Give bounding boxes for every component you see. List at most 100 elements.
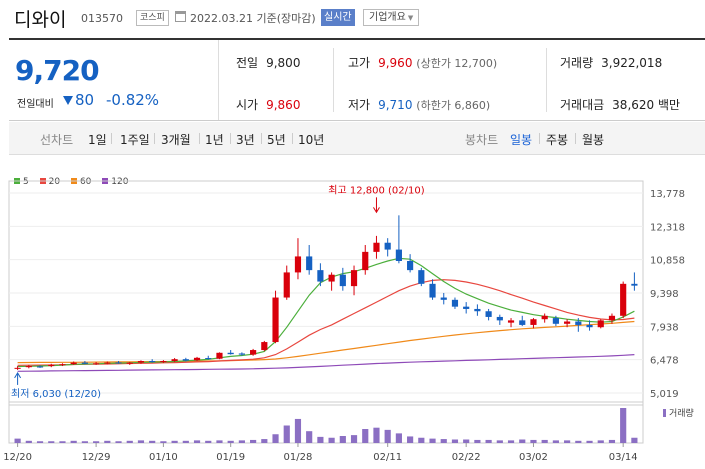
volume-bar (418, 437, 425, 443)
y-tick-label: 10,858 (650, 256, 685, 267)
volume-bar (126, 440, 133, 443)
prev-close-value: 9,800 (266, 56, 301, 70)
candle-body (440, 297, 447, 300)
volume-bar (36, 441, 44, 443)
candle-chart-label: 봉차트 (465, 133, 499, 147)
change-percent: -0.82% (106, 91, 160, 109)
current-price: 9,720 (15, 54, 100, 87)
volume-bar (362, 429, 369, 443)
tab-5y[interactable]: 5년 (267, 133, 286, 147)
candle-body (339, 274, 346, 287)
amount-value: 38,620 백만 (612, 98, 681, 112)
volume-bar (227, 440, 234, 443)
volume-bar (216, 440, 223, 443)
x-tick-label: 03/14 (609, 452, 638, 463)
volume-bar (373, 427, 380, 443)
volume-bar (182, 440, 189, 443)
volume-bar (586, 440, 593, 443)
candle-body (283, 272, 290, 298)
candle-body (48, 364, 55, 367)
x-tick-label: 02/11 (373, 452, 402, 463)
tab-daily[interactable]: 일봉 (510, 133, 533, 147)
company-overview-dropdown[interactable]: 기업개요 ▼ (363, 9, 420, 26)
tab-3m[interactable]: 3개월 (161, 133, 191, 147)
x-tick-label: 03/02 (519, 452, 548, 463)
candle-body (395, 249, 402, 261)
tab-1d[interactable]: 1일 (88, 133, 107, 147)
volume-bar (59, 441, 66, 443)
candle-body (373, 242, 380, 252)
x-tick-label: 01/10 (149, 452, 178, 463)
volume-bar (463, 439, 470, 443)
high-label: 고가 (348, 56, 371, 70)
candle-body (608, 315, 616, 321)
stock-header: 디와이 013570 코스피 2022.03.21 기준(장마감) 실시간 기업… (0, 0, 705, 36)
volume-bar (306, 431, 313, 443)
x-tick-label: 12/20 (3, 452, 32, 463)
volume-bar (395, 433, 402, 443)
candle-body (104, 362, 111, 364)
candle-body (519, 320, 526, 325)
legend-label: 5 (23, 177, 29, 187)
volume-bar (496, 440, 503, 443)
x-tick-label: 12/29 (82, 452, 111, 463)
y-tick-label: 12,318 (650, 222, 685, 233)
candle-body (407, 260, 414, 271)
y-tick-label: 9,398 (650, 289, 679, 300)
candle-body (317, 270, 324, 282)
volume-bar (70, 440, 77, 443)
divider (333, 48, 334, 112)
candle-body (384, 242, 391, 250)
upper-limit: (상한가 12,700) (416, 57, 498, 70)
candle-body (294, 256, 302, 273)
volume-bar (519, 439, 526, 443)
volume-bar (474, 439, 481, 443)
change-value: 80 (75, 91, 95, 109)
down-arrow-icon (63, 96, 73, 105)
candle-body (485, 311, 492, 317)
candle-body (463, 306, 470, 309)
tab-1w[interactable]: 1주일 (120, 133, 150, 147)
open-stat: 시가 9,860 (236, 96, 300, 113)
volume-bar (283, 425, 290, 443)
volume-legend-swatch (663, 409, 666, 417)
candle-body (238, 353, 245, 355)
y-tick-label: 7,938 (650, 322, 679, 333)
separator (575, 133, 576, 144)
lower-limit: (하한가 6,860) (416, 99, 491, 112)
separator (111, 133, 112, 144)
candle-body (126, 362, 133, 364)
ma20-line (17, 279, 635, 366)
volume-bar (631, 437, 638, 443)
ma5-line (17, 257, 635, 368)
candle-body (182, 359, 189, 361)
x-tick-label: 02/22 (452, 452, 481, 463)
candle-body (93, 363, 100, 365)
tab-10y[interactable]: 10년 (298, 133, 325, 147)
tab-monthly[interactable]: 월봉 (582, 133, 605, 147)
volume-bar (81, 441, 88, 443)
candle-body (474, 308, 481, 312)
separator (199, 133, 200, 144)
candle-body (59, 364, 66, 366)
volume-bar (597, 440, 604, 443)
max-annotation: 최고 12,800 (02/10) (328, 184, 424, 196)
candle-body (137, 361, 145, 363)
candle-body (205, 358, 212, 360)
volume-bar (429, 438, 436, 443)
volume-bar (14, 438, 21, 443)
candle-body (14, 367, 21, 369)
tab-1y[interactable]: 1년 (205, 133, 224, 147)
y-tick-label: 5,019 (650, 389, 679, 400)
high-value: 9,960 (378, 56, 413, 70)
candle-body (564, 321, 571, 324)
candle-body (451, 299, 459, 307)
legend-label: 20 (48, 177, 61, 187)
candlestick-chart[interactable]: 13,778 12,318 10,858 9,398 7,938 6,478 5,019 12… (0, 170, 705, 469)
volume-bar (485, 439, 492, 443)
tab-3y[interactable]: 3년 (236, 133, 255, 147)
volume-bar (261, 439, 268, 443)
candle-body (496, 316, 503, 321)
tab-weekly[interactable]: 주봉 (546, 133, 569, 147)
realtime-button[interactable]: 실시간 (321, 9, 355, 26)
